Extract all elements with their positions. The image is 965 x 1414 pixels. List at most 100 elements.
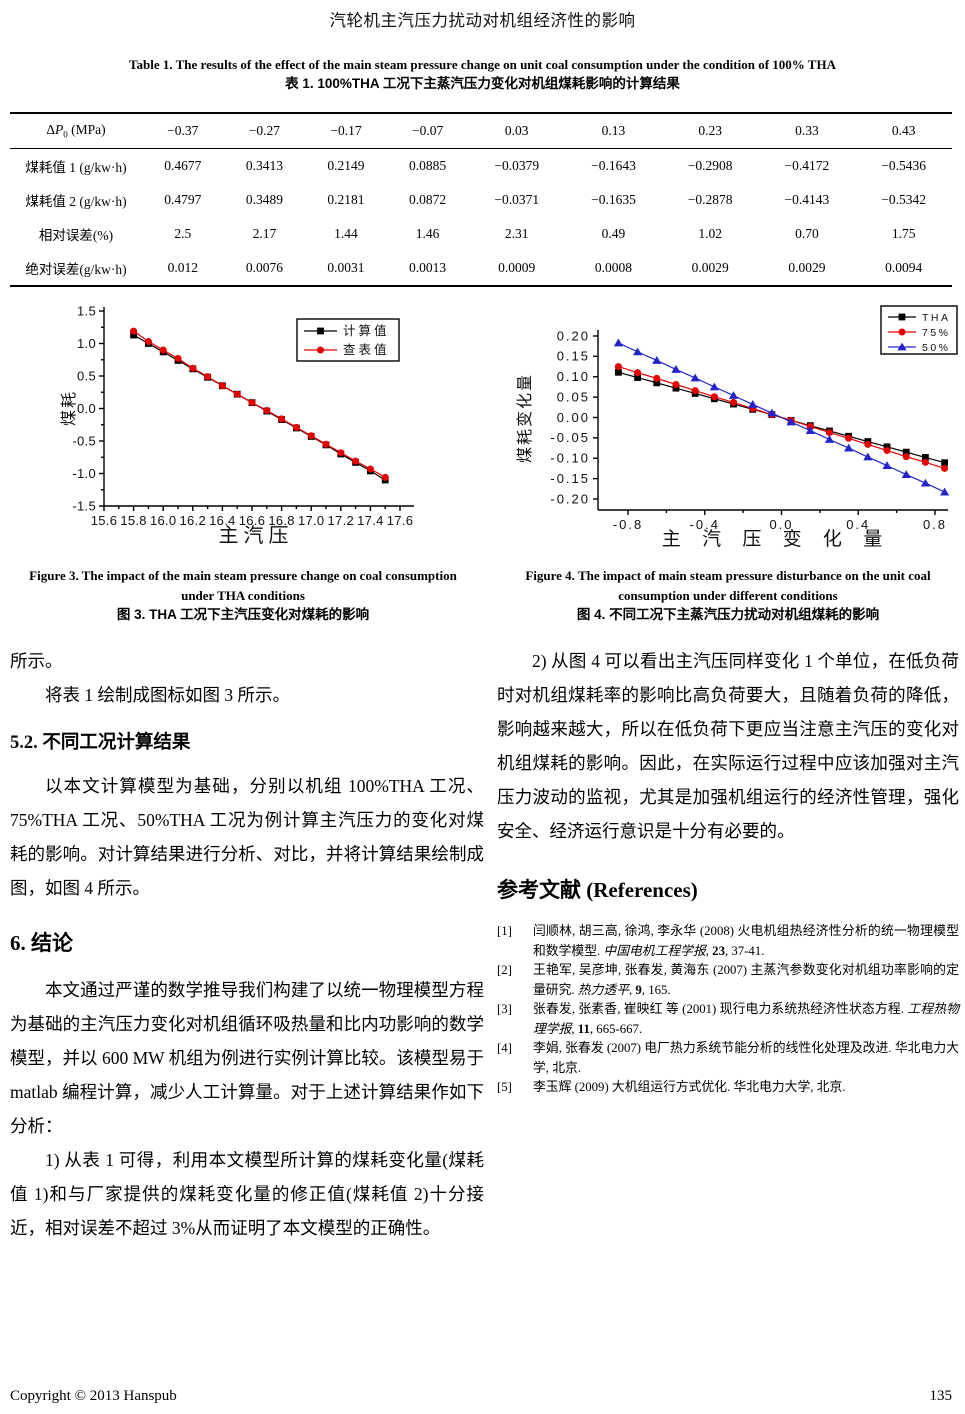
right-column: 2) 从图 4 可以看出主汽压同样变化 1 个单位，在低负荷时对机组煤耗率的影响…: [497, 644, 959, 1098]
table-cell: 0.012: [167, 260, 198, 275]
table-cell: 0.0094: [885, 260, 923, 275]
figure4-caption-zh: 图 4. 不同工况下主蒸汽压力扰动对机组煤耗的影响: [576, 607, 880, 622]
reference-item: [4] 李娟, 张春发 (2007) 电厂热力系统节能分析的线性化处理及改进. 华…: [497, 1039, 959, 1078]
figure3-caption-zh: 图 3. THA 工况下主汽压变化对煤耗的影响: [116, 607, 370, 622]
table-cell: 1.44: [334, 226, 358, 241]
reference-number: [2]: [497, 963, 512, 977]
y-axis-label: 煤耗变化量: [516, 373, 534, 463]
table-cell: 0.0013: [409, 260, 447, 275]
series: [613, 338, 950, 496]
svg-text:17.4: 17.4: [357, 513, 384, 528]
table-cell: 0.23: [698, 123, 722, 138]
table-cell: 0.0872: [409, 192, 447, 207]
svg-text:THA: THA: [922, 312, 951, 324]
table-cell: −0.2908: [687, 158, 733, 173]
svg-text:0.4: 0.4: [846, 517, 870, 532]
figure3-caption-en: Figure 3. The impact of the main steam p…: [29, 568, 457, 603]
x-axis-label: 主汽压: [219, 524, 294, 547]
results-table: ΔP0 (MPa) −0.37 −0.27 −0.17 −0.07 0.03 0.13 0.2…: [10, 112, 952, 287]
footer-page-number: 135: [929, 1388, 953, 1404]
reference-item: [3] 张春发, 张素香, 崔映红 等 (2001) 现行电力系统热经济性状态方程…: [497, 1000, 959, 1039]
table-cell: −0.4143: [784, 192, 830, 207]
table-cell: 0.4677: [164, 158, 202, 173]
table-cell: 0.0029: [788, 260, 826, 275]
reference-text: 李娟, 张春发 (2007) 电厂热力系统节能分析的线性化处理及改进. 华北电力…: [533, 1041, 959, 1075]
table-cell: 2.5: [174, 226, 192, 241]
table-cell: 0.0008: [594, 260, 633, 275]
table-cell: −0.37: [167, 123, 199, 138]
svg-text:16.6: 16.6: [239, 513, 266, 528]
table-header-row: ΔP0 (MPa) −0.37 −0.27 −0.17 −0.07 0.03 0.13 0.2…: [10, 113, 952, 149]
heading-5-2: 5.2. 不同工况计算结果: [10, 733, 191, 753]
table-cell: 0.0031: [327, 260, 365, 275]
table-cell: 0.2149: [327, 158, 365, 173]
table-cell: 1.75: [891, 226, 916, 241]
heading-references: 参考文献 (References): [497, 878, 698, 902]
table-caption-en: Table 1. The results of the effect of th…: [129, 57, 836, 72]
reference-item: [2] 王艳军, 吴彦坤, 张春发, 黄海东 (2007) 主蒸汽参数变化对机组功…: [497, 961, 959, 1000]
svg-text:16.4: 16.4: [209, 513, 236, 528]
reference-text: 张春发, 张素香, 崔映红 等 (2001) 现行电力系统热经济性状态方程. 工…: [533, 1002, 959, 1036]
svg-text:-0.8: -0.8: [613, 517, 643, 532]
reference-text: 李玉辉 (2009) 大机组运行方式优化. 华北电力大学, 北京.: [533, 1080, 846, 1094]
x-axis-label: 主 汽 压 变 化 量: [662, 528, 890, 550]
table-cell: −0.1635: [591, 192, 636, 207]
svg-text:-0.5: -0.5: [72, 433, 96, 448]
svg-text:计算值: 计算值: [343, 323, 390, 338]
figure4-caption-en: Figure 4. The impact of main steam press…: [525, 568, 931, 603]
figure4-caption: Figure 4. The impact of main steam press…: [496, 566, 960, 625]
series: [130, 327, 389, 484]
axes: 0.20 0.15 0.10 0.05 0.00 -0.05 -0.10 -0.15 -0.20…: [550, 328, 948, 532]
svg-text:16.2: 16.2: [180, 513, 207, 528]
figure3-chart: 1.5 1.0 0.5 0.0 -0.5 -1.0 -1.5 15.6 15.8 16.0 16.2…: [60, 298, 480, 562]
y-axis-label: 煤耗: [60, 390, 78, 426]
svg-text:0.20: 0.20: [557, 328, 590, 343]
svg-text:0.5: 0.5: [77, 368, 96, 383]
footer-copyright: Copyright © 2013 Hanspub: [10, 1388, 177, 1404]
svg-text:-0.05: -0.05: [550, 430, 590, 445]
svg-text:-0.15: -0.15: [550, 471, 590, 486]
table-row: 煤耗值 1 (g/kw·h) 0.4677 0.3413 0.2149 0.0885 −0…: [10, 149, 952, 184]
svg-text:17.0: 17.0: [298, 513, 325, 528]
reference-number: [3]: [497, 1002, 512, 1016]
axes: 1.5 1.0 0.5 0.0 -0.5 -1.0 -1.515.6 15.8 16.0 16.2…: [72, 303, 414, 528]
table-cell: −0.1643: [591, 158, 636, 173]
reference-text: 闫顺林, 胡三高, 徐鸿, 李永华 (2008) 火电机组热经济性分析的统一物理…: [533, 924, 959, 958]
table-row-label: 煤耗值 1 (g/kw·h): [25, 160, 127, 175]
svg-text:0.00: 0.00: [557, 410, 590, 425]
figure4-svg: 0.20 0.15 0.10 0.05 0.00 -0.05 -0.10 -0.15 -0.20…: [516, 305, 958, 550]
svg-text:-1.0: -1.0: [72, 466, 96, 481]
legend: THA 75% 50%: [880, 305, 958, 355]
svg-text:-0.20: -0.20: [550, 491, 590, 506]
table-cell: 0.0076: [245, 260, 283, 275]
table-row-label: 绝对误差(g/kw·h): [25, 262, 127, 277]
table-cell: 0.3489: [245, 192, 283, 207]
svg-text:75%: 75%: [922, 327, 951, 339]
table-cell: 0.4797: [164, 192, 202, 207]
svg-text:0.8: 0.8: [923, 517, 947, 532]
reference-list: [1] 闫顺林, 胡三高, 徐鸿, 李永华 (2008) 火电机组热经济性分析的统…: [497, 922, 959, 1098]
svg-text:16.8: 16.8: [268, 513, 295, 528]
heading-conclusion: 6. 结论: [10, 931, 73, 955]
table-row-label: ΔP0 (MPa): [46, 122, 106, 140]
paragraph-conclusion: 本文通过严谨的数学推导我们构建了以统一物理模型方程为基础的主汽压力变化对机组循环…: [10, 980, 484, 1136]
table-cell: −0.27: [248, 123, 281, 138]
table-cell: 0.70: [795, 226, 819, 241]
svg-text:-1.5: -1.5: [72, 498, 96, 513]
svg-text:0.0: 0.0: [77, 401, 96, 416]
figure3-svg: 1.5 1.0 0.5 0.0 -0.5 -1.0 -1.515.6 15.8 16.0 16.2…: [60, 303, 414, 547]
figure3-caption: Figure 3. The impact of the main steam p…: [12, 566, 474, 625]
paragraph-figure3-ref: 将表 1 绘制成图标如图 3 所示。: [45, 685, 290, 705]
left-column: 所示。 将表 1 绘制成图标如图 3 所示。 5.2. 不同工况计算结果 以本文…: [10, 644, 484, 1245]
table-cell: 0.33: [795, 123, 819, 138]
svg-text:17.2: 17.2: [328, 513, 355, 528]
table-cell: 0.3413: [245, 158, 283, 173]
svg-text:1.5: 1.5: [77, 303, 96, 318]
table-cell: −0.5342: [881, 192, 926, 207]
table-cell: 1.02: [698, 226, 722, 241]
svg-text:0.15: 0.15: [557, 349, 590, 364]
table-cell: 2.31: [504, 226, 529, 241]
svg-text:17.6: 17.6: [387, 513, 414, 528]
table-cell: 0.13: [601, 123, 626, 138]
paragraph-item1: 1) 从表 1 可得，利用本文模型所计算的煤耗变化量(煤耗值 1)和与厂家提供的…: [10, 1150, 484, 1238]
